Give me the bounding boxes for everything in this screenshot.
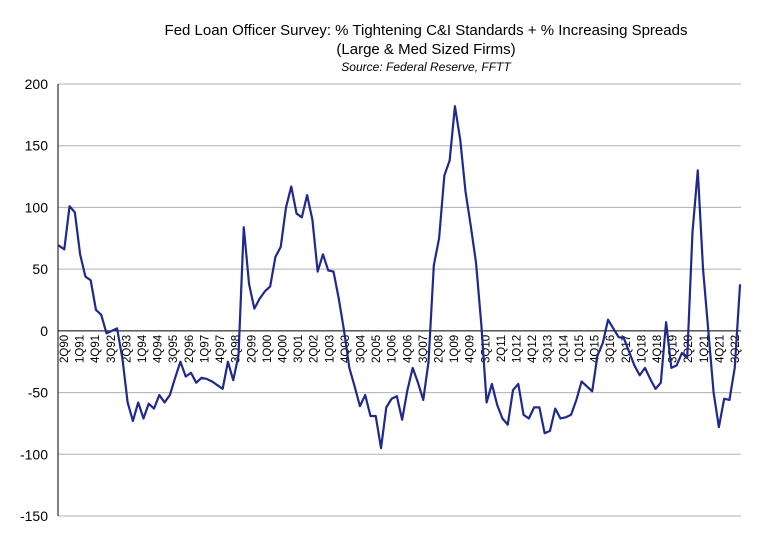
x-tick-label: 2Q02 bbox=[309, 335, 321, 363]
chart-title: Fed Loan Officer Survey: % Tightening C&… bbox=[165, 22, 688, 39]
x-tick-label: 2Q05 bbox=[371, 335, 383, 363]
x-tick-label: 4Q06 bbox=[402, 335, 414, 363]
x-tick-label: 1Q91 bbox=[75, 335, 87, 363]
x-tick-label: 2Q14 bbox=[558, 334, 570, 363]
x-tick-label: 3Q01 bbox=[293, 335, 305, 363]
x-tick-label: 3Q04 bbox=[355, 334, 367, 363]
chart-subtitle: (Large & Med Sized Firms) bbox=[336, 41, 515, 58]
x-tick-label: 1Q15 bbox=[574, 335, 586, 363]
x-tick-label: 4Q00 bbox=[277, 335, 289, 363]
series-line bbox=[57, 105, 742, 450]
x-tick-label: 1Q18 bbox=[636, 335, 648, 363]
y-tick-label: -50 bbox=[28, 385, 48, 401]
x-tick-label: 2Q96 bbox=[184, 335, 196, 363]
x-tick-label: 2Q11 bbox=[496, 335, 508, 362]
x-tick-label: 4Q15 bbox=[590, 335, 602, 363]
x-tick-label: 1Q12 bbox=[512, 335, 524, 363]
x-tick-label: 2Q08 bbox=[434, 335, 446, 363]
y-tick-label: -100 bbox=[20, 446, 48, 462]
x-tick-label: 3Q16 bbox=[605, 335, 617, 363]
x-tick-label: 1Q06 bbox=[387, 335, 399, 363]
x-tick-label: 4Q09 bbox=[465, 335, 477, 363]
x-tick-label: 4Q12 bbox=[527, 335, 539, 363]
x-tick-label: 3Q13 bbox=[543, 335, 555, 363]
x-tick-label: 3Q98 bbox=[231, 335, 243, 363]
x-tick-label: 3Q07 bbox=[418, 335, 430, 363]
x-tick-label: 2Q90 bbox=[59, 335, 71, 363]
x-tick-label: 4Q18 bbox=[652, 335, 664, 363]
y-tick-label: 50 bbox=[32, 261, 48, 277]
chart-source: Source: Federal Reserve, FFTT bbox=[341, 60, 512, 74]
x-tick-label: 3Q92 bbox=[106, 335, 118, 363]
x-tick-label: 2Q93 bbox=[121, 335, 133, 363]
y-tick-label: 200 bbox=[25, 76, 49, 92]
x-tick-label: 1Q97 bbox=[199, 335, 211, 363]
x-tick-label: 4Q97 bbox=[215, 335, 227, 363]
x-tick-label: 2Q20 bbox=[683, 335, 695, 363]
x-axis-ticks: 2Q90 1Q91 4Q91 3Q92 2Q93 1Q94 4Q94 3Q95 2Q96 1Q97… bbox=[59, 334, 742, 363]
y-tick-label: 100 bbox=[25, 199, 49, 215]
x-tick-label: 4Q91 bbox=[90, 335, 102, 363]
x-tick-label: 3Q95 bbox=[168, 335, 180, 363]
x-tick-label: 1Q03 bbox=[324, 335, 336, 363]
x-tick-label: 2Q99 bbox=[246, 335, 258, 363]
x-tick-label: 4Q94 bbox=[153, 334, 165, 363]
y-axis-ticks: 200 150 100 50 0 -50 -100 -150 bbox=[20, 76, 48, 524]
x-tick-label: 1Q09 bbox=[449, 335, 461, 363]
y-tick-label: 0 bbox=[40, 323, 48, 339]
gridlines bbox=[57, 83, 741, 517]
x-tick-label: 4Q21 bbox=[714, 335, 726, 363]
x-tick-label: 1Q21 bbox=[699, 335, 711, 363]
y-tick-label: -150 bbox=[20, 508, 48, 524]
x-tick-label: 1Q94 bbox=[137, 334, 149, 363]
y-tick-label: 150 bbox=[25, 138, 49, 154]
x-tick-label: 1Q00 bbox=[262, 335, 274, 363]
